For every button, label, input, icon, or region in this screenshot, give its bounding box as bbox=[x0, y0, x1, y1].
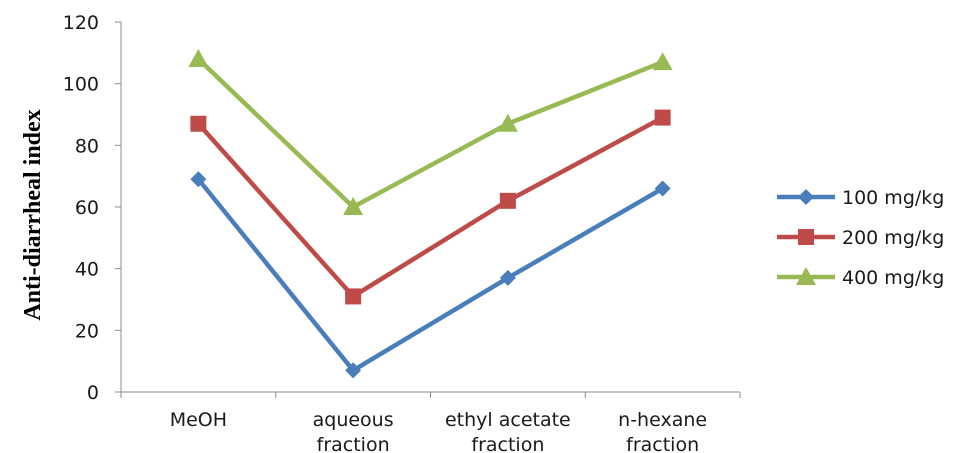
x-tick-label-line: aqueous bbox=[313, 409, 394, 431]
series-layer bbox=[188, 49, 673, 379]
legend-swatch-marker bbox=[798, 229, 814, 245]
x-tick-label-line: MeOH bbox=[170, 409, 227, 431]
legend-swatch-marker bbox=[798, 189, 814, 205]
data-point-marker bbox=[345, 362, 362, 379]
series-line bbox=[196, 56, 665, 210]
data-point-marker bbox=[654, 180, 671, 197]
y-tick-label: 20 bbox=[75, 320, 99, 342]
x-tick-label-line: ethyl acetate bbox=[445, 409, 571, 431]
x-tick-label-line: n-hexane bbox=[618, 409, 707, 431]
series-line bbox=[196, 177, 665, 373]
y-tick-label: 60 bbox=[75, 197, 99, 219]
legend-swatch-marker bbox=[796, 267, 816, 285]
series-3 bbox=[188, 49, 673, 215]
plot-background bbox=[121, 22, 740, 392]
y-axis-title: Anti-diarrheal index bbox=[20, 109, 46, 320]
y-tick-label: 40 bbox=[75, 259, 99, 281]
legend: 100 mg/kg 200 mg/kg 400 mg/kg bbox=[777, 187, 944, 289]
series-line bbox=[196, 115, 665, 299]
data-point-marker bbox=[652, 52, 673, 71]
y-tick-label: 80 bbox=[75, 135, 99, 157]
data-point-marker bbox=[345, 288, 362, 305]
data-point-marker bbox=[499, 192, 516, 209]
data-point-marker bbox=[188, 49, 209, 67]
y-tick-label: 0 bbox=[87, 382, 99, 404]
data-point-marker bbox=[343, 197, 364, 215]
data-point-marker bbox=[499, 269, 516, 286]
series-2 bbox=[190, 109, 671, 305]
legend-label: 400 mg/kg bbox=[842, 267, 944, 289]
x-tick-label: aqueous fraction bbox=[313, 409, 394, 453]
legend-item: 400 mg/kg bbox=[777, 267, 944, 289]
x-tick-label: n-hexane fraction bbox=[618, 409, 707, 453]
data-point-marker bbox=[497, 113, 518, 132]
legend-label: 200 mg/kg bbox=[842, 227, 944, 249]
x-tick-label-line: fraction bbox=[626, 434, 699, 453]
x-tick-label-line: fraction bbox=[317, 434, 390, 453]
x-tick-label-line: fraction bbox=[471, 434, 544, 453]
x-tick-label: MeOH bbox=[170, 409, 227, 431]
legend-item: 200 mg/kg bbox=[777, 227, 944, 249]
legend-label: 100 mg/kg bbox=[842, 187, 944, 209]
plot-area bbox=[121, 22, 740, 392]
data-point-marker bbox=[190, 171, 207, 188]
y-tick-label: 100 bbox=[63, 74, 99, 96]
series-1 bbox=[190, 171, 671, 379]
data-point-marker bbox=[654, 109, 671, 126]
legend-item: 100 mg/kg bbox=[777, 187, 944, 209]
data-point-marker bbox=[190, 115, 207, 132]
y-tick-label: 120 bbox=[63, 12, 99, 34]
x-tick-label: ethyl acetate fraction bbox=[445, 409, 571, 453]
